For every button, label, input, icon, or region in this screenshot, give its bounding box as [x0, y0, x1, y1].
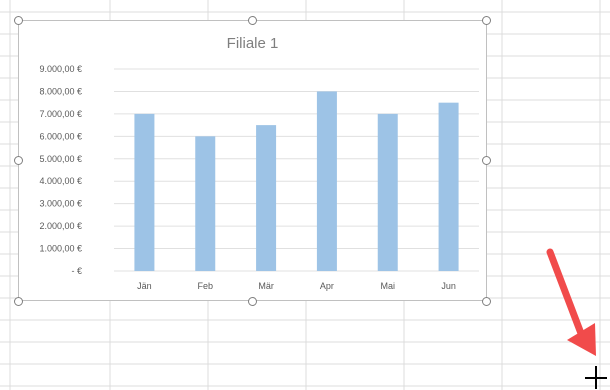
red-arrow-icon	[546, 248, 596, 356]
resize-handle-bottom-center[interactable]	[248, 297, 257, 306]
x-tick-label: Jun	[441, 281, 456, 291]
chart-bar	[195, 136, 216, 271]
chart-plot-area[interactable]: 9.000,00 € 8.000,00 € 7.000,00 € 6.000,00 €…	[19, 21, 488, 302]
resize-handle-top-center[interactable]	[248, 16, 257, 25]
chart-bar	[256, 125, 277, 271]
y-tick-label: 5.000,00 €	[39, 154, 82, 164]
chart-bar	[438, 102, 459, 272]
y-tick-label: 4.000,00 €	[39, 176, 82, 186]
x-tick-label: Jän	[137, 281, 152, 291]
y-tick-label: 3.000,00 €	[39, 199, 82, 209]
chart-bar	[316, 91, 337, 271]
y-tick-label: 8.000,00 €	[39, 86, 82, 96]
resize-handle-bottom-right[interactable]	[482, 297, 491, 306]
x-tick-label: Mai	[380, 281, 395, 291]
y-tick-label: 9.000,00 €	[39, 64, 82, 74]
x-tick-label: Feb	[197, 281, 213, 291]
chart-object[interactable]: Filiale 1 9.000,00 € 8.000,00 € 7.000,00 €…	[18, 20, 487, 301]
x-tick-label: Apr	[320, 281, 334, 291]
chart-bar	[377, 113, 398, 271]
crosshair-cursor-icon	[585, 366, 607, 389]
resize-handle-middle-left[interactable]	[14, 156, 23, 165]
chart-title[interactable]: Filiale 1	[226, 35, 279, 52]
y-tick-label: - €	[71, 266, 82, 276]
y-tick-label: 2.000,00 €	[39, 221, 82, 231]
resize-handle-top-right[interactable]	[482, 16, 491, 25]
resize-handle-middle-right[interactable]	[482, 156, 491, 165]
y-tick-label: 1.000,00 €	[39, 244, 82, 254]
chart-bar	[134, 113, 155, 271]
x-tick-label: Mär	[258, 281, 274, 291]
resize-handle-top-left[interactable]	[14, 16, 23, 25]
y-tick-label: 7.000,00 €	[39, 109, 82, 119]
y-tick-label: 6.000,00 €	[39, 131, 82, 141]
resize-handle-bottom-left[interactable]	[14, 297, 23, 306]
